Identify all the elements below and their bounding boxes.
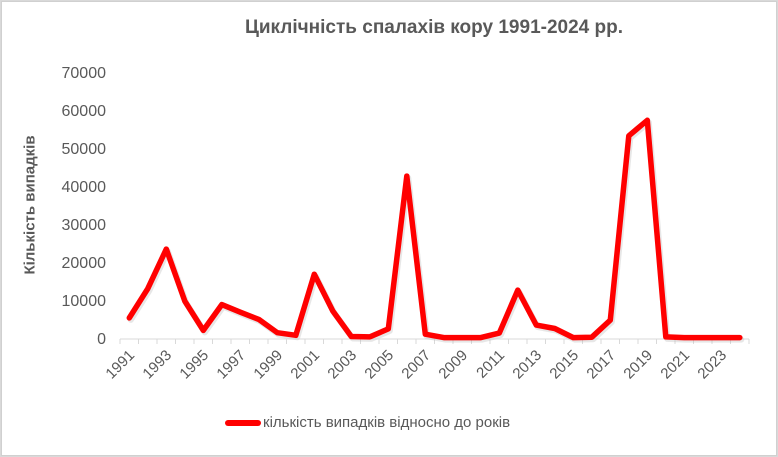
x-tick-label: 2009: [435, 347, 471, 383]
x-tick-label: 1993: [139, 347, 175, 383]
y-tick-label: 70000: [62, 65, 107, 82]
x-tick-label: 2023: [694, 347, 730, 383]
x-tick-label: 2019: [620, 347, 656, 383]
series-line: [126, 117, 743, 341]
x-tick-label: 2007: [398, 347, 434, 383]
y-tick-label: 0: [97, 331, 106, 348]
x-tick-label: 2013: [509, 347, 545, 383]
y-tick-label: 20000: [62, 255, 107, 272]
x-tick-label: 2011: [473, 347, 508, 382]
y-tick-label: 30000: [62, 217, 107, 234]
x-tick-label: 1997: [213, 347, 249, 383]
x-tick-label: 2003: [324, 347, 360, 383]
x-tick-label: 2001: [287, 347, 323, 383]
x-tick-label: 1995: [176, 347, 212, 383]
x-tick-label: 2005: [361, 347, 397, 383]
y-tick-label: 10000: [62, 293, 107, 310]
y-tick-label: 60000: [62, 103, 107, 120]
x-tick-label: 1999: [250, 347, 286, 383]
x-tick-label: 2021: [657, 347, 693, 383]
y-tick-label: 50000: [62, 141, 107, 158]
x-tick-label: 1991: [102, 347, 138, 383]
x-tick-label: 2015: [546, 347, 582, 383]
legend: кількість випадків відносно до років: [225, 414, 510, 431]
chart-title: Циклічність спалахів кору 1991-2024 рр.: [244, 17, 623, 38]
legend-line-icon: [225, 419, 261, 426]
legend-label: кількість випадків відносно до років: [263, 414, 511, 431]
x-tick-label: 2017: [583, 347, 619, 383]
y-tick-label: 40000: [62, 179, 107, 196]
